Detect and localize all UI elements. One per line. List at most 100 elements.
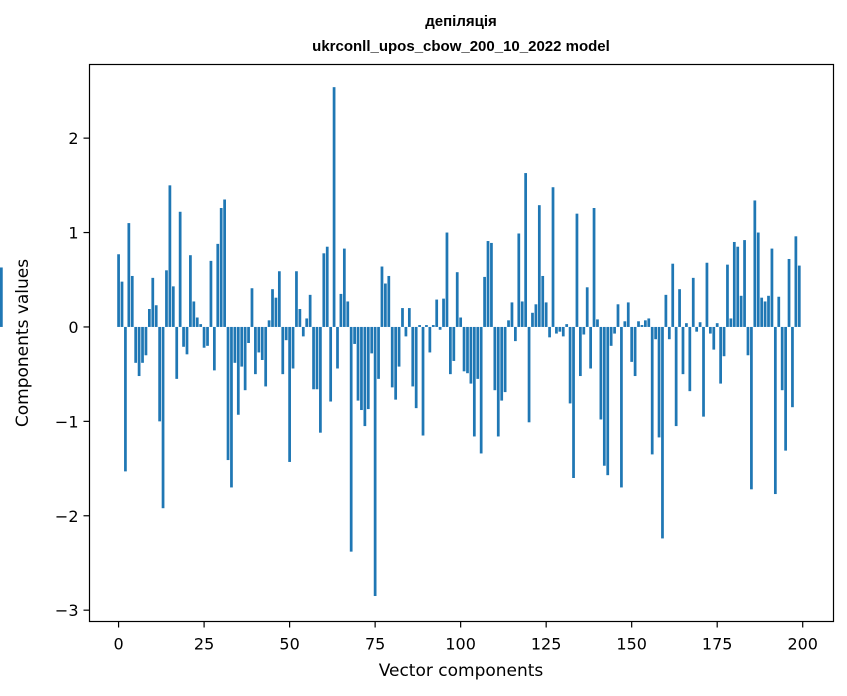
bar (202, 326, 206, 348)
bar (585, 287, 589, 327)
bar (797, 265, 801, 327)
bar (599, 326, 603, 420)
bar (363, 326, 367, 427)
bar (336, 326, 339, 369)
bar (661, 326, 664, 539)
bar (134, 326, 138, 363)
bar (226, 326, 230, 461)
bar (353, 326, 356, 344)
bar (667, 326, 671, 340)
bar (144, 326, 148, 356)
y-tick-label: 2 (68, 129, 78, 148)
bar (120, 281, 124, 327)
bar (315, 326, 319, 390)
bar (267, 320, 271, 327)
bar (230, 326, 233, 488)
bar (729, 318, 733, 327)
bar (254, 326, 257, 375)
bar (380, 266, 384, 327)
bar (346, 301, 350, 327)
bar (750, 326, 753, 490)
bar (141, 326, 144, 363)
bar (195, 317, 199, 327)
bar (435, 299, 439, 327)
bar (620, 326, 623, 488)
bar (442, 298, 445, 327)
bar (431, 325, 435, 327)
bar (637, 321, 640, 327)
plot-area-frame (88, 63, 835, 623)
bar (643, 320, 647, 327)
bar (715, 323, 719, 327)
bar (708, 326, 712, 334)
bar (137, 326, 141, 377)
bar (633, 326, 637, 377)
bar (548, 326, 551, 338)
bar (298, 309, 302, 327)
bar (606, 326, 610, 476)
bar (520, 301, 524, 327)
bar (623, 321, 627, 327)
bar (524, 173, 528, 327)
bar (394, 326, 398, 400)
bar (257, 326, 261, 353)
x-tick-label: 25 (194, 635, 214, 654)
bar (777, 296, 781, 327)
bar (514, 326, 517, 342)
bar (794, 236, 798, 327)
bar (681, 326, 685, 375)
bar (384, 283, 387, 327)
bar (640, 325, 644, 327)
bar (449, 326, 452, 375)
bar (127, 223, 131, 327)
bar (602, 326, 606, 466)
bar (219, 208, 223, 327)
bar (479, 326, 483, 454)
bar (531, 312, 534, 327)
bar (264, 326, 268, 387)
bar (507, 320, 510, 327)
bar (476, 326, 480, 379)
bar (736, 246, 740, 327)
bar (770, 248, 774, 327)
x-axis-ticks: 0 25 50 75 100 125 150 175 200 (113, 621, 818, 654)
bar (589, 326, 592, 369)
bar (527, 326, 531, 423)
bar (212, 326, 216, 371)
bar (0, 267, 3, 327)
bar (472, 326, 476, 437)
bar (493, 326, 497, 391)
bar (216, 243, 220, 327)
bar (650, 326, 654, 455)
bar (787, 258, 791, 327)
bar (329, 326, 333, 402)
bar (295, 271, 298, 327)
bar (425, 325, 428, 327)
bar (308, 294, 312, 327)
bar (613, 326, 616, 334)
bar (342, 248, 346, 327)
bar (387, 275, 391, 327)
bar (223, 199, 226, 327)
bar (688, 326, 692, 392)
bar (151, 277, 155, 327)
bar (455, 272, 459, 327)
bar (712, 326, 716, 350)
bar (401, 308, 404, 327)
bar (445, 232, 449, 327)
bar (189, 255, 192, 327)
bar (370, 326, 374, 354)
bar (678, 289, 681, 327)
bar (332, 87, 336, 327)
bar (609, 326, 613, 346)
bar (698, 322, 702, 327)
bar (537, 205, 541, 327)
bar (178, 211, 182, 327)
bar (732, 241, 736, 327)
bar (319, 326, 322, 433)
bar (168, 185, 172, 327)
bar (763, 301, 767, 327)
chart-title: депіляція (425, 13, 497, 30)
bar (397, 326, 401, 367)
bar (630, 326, 634, 362)
